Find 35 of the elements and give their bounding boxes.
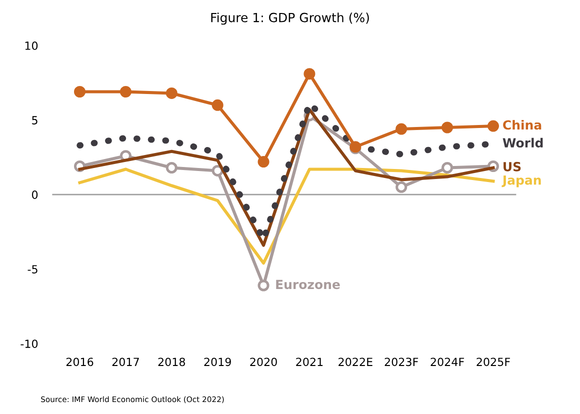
point <box>487 120 499 132</box>
y-tick-label: 10 <box>25 42 38 50</box>
point <box>166 162 178 174</box>
x-tick-label: 2017 <box>112 358 139 366</box>
point <box>74 86 86 98</box>
series-label: China <box>503 120 542 130</box>
point <box>166 87 178 99</box>
x-tick-label: 2021 <box>296 358 323 366</box>
point <box>442 162 454 174</box>
x-tick-label: 2019 <box>204 358 231 366</box>
x-tick-label: 2018 <box>158 358 186 366</box>
point <box>396 181 408 193</box>
y-tick-label: 0 <box>32 190 38 199</box>
y-tick-label: 5 <box>32 116 38 124</box>
x-tick-label: 2022E <box>338 358 372 366</box>
point <box>258 280 270 292</box>
point <box>258 156 270 168</box>
line-series <box>78 168 495 265</box>
x-tick-label: 2016 <box>66 358 94 366</box>
point <box>304 68 316 80</box>
y-tick-label: -10 <box>20 340 38 348</box>
point <box>120 86 132 98</box>
x-tick-label: 2020 <box>250 358 277 366</box>
x-tick-label: 2024F <box>430 358 464 366</box>
point <box>396 123 408 135</box>
x-tick-label: 2025F <box>476 358 510 366</box>
series-label: World <box>502 138 543 148</box>
point <box>212 99 224 111</box>
x-tick-label: 2023F <box>384 358 418 366</box>
series-label: Eurozone <box>276 280 340 290</box>
series-label: US <box>504 162 521 172</box>
y-tick-label: -5 <box>28 265 38 274</box>
chart-title: Figure 1: GDP Growth (%) <box>211 12 369 25</box>
point <box>442 122 454 134</box>
series-label: Japan <box>502 176 541 188</box>
